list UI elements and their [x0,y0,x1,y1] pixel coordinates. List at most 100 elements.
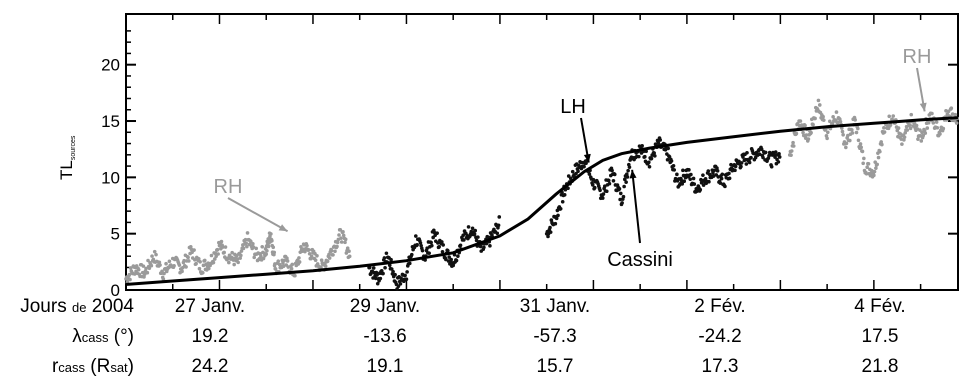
data-point [949,106,954,111]
data-point [222,250,226,255]
data-point [902,135,907,139]
data-point [301,247,305,251]
radius-row-label: rcass (Rsat) [51,356,134,377]
data-point [853,118,857,122]
data-point [576,169,580,174]
data-point [429,240,433,245]
data-point [909,112,914,117]
data-point [141,264,146,268]
data-point [900,142,904,146]
data-point [553,221,558,226]
data-point [473,228,478,233]
data-point [582,164,586,169]
lambda-cell: 19.2 [191,326,229,347]
data-point [285,256,289,261]
data-point [337,233,341,237]
data-point [441,243,445,247]
plot-frame [125,13,959,291]
data-point [844,145,848,150]
data-point [891,114,896,118]
data-point [921,133,926,138]
data-point [896,126,901,130]
y-tick-label: 20 [101,56,120,75]
radius-cell: 15.7 [536,356,574,377]
days-cell: 4 Fév. [854,296,906,317]
data-point [252,255,257,260]
data-point [850,131,855,135]
radius-cell: 19.1 [366,356,404,377]
data-point [861,161,865,166]
data-point [238,256,242,260]
data-point [297,260,302,264]
radius-cell: 17.3 [701,356,739,377]
data-point [618,191,623,196]
data-point [612,172,617,177]
data-point [440,250,445,254]
data-point [454,258,459,263]
data-point [657,142,661,146]
data-point [791,140,795,145]
data-point [393,272,397,277]
data-point [607,181,612,186]
data-point [444,257,448,262]
data-point [335,240,340,245]
data-point [271,245,276,250]
data-point [211,260,216,265]
data-point [236,260,240,265]
data-point [556,213,560,218]
days-cell: 31 Janv. [519,296,591,317]
data-point [142,275,146,279]
data-point [859,145,863,150]
data-point [953,112,958,117]
data-point [602,184,607,189]
data-point [343,240,347,245]
data-point [127,272,132,277]
data-point [745,150,749,155]
data-point [701,173,705,177]
data-point [223,245,228,249]
data-point [149,263,154,268]
data-point [289,266,294,271]
data-point [919,139,924,143]
data-point [398,282,403,286]
data-point [548,225,552,230]
data-point [776,160,781,164]
data-point [420,248,425,253]
data-point [682,179,687,184]
data-point [307,248,311,252]
data-point [456,254,460,258]
data-point [435,231,439,235]
data-point [478,244,483,249]
data-point [753,155,758,160]
data-point [604,189,609,194]
data-point [653,154,657,158]
data-point [626,168,630,173]
data-point [449,257,453,262]
data-point [281,264,286,269]
data-point [269,232,273,236]
data-point [950,112,955,116]
data-point [270,238,274,243]
data-point [345,246,350,251]
cassini-arrow-head [629,169,637,179]
data-point [587,172,592,176]
data-point [307,251,312,256]
data-point [192,248,196,252]
data-point [874,166,878,170]
data-point [827,119,832,124]
data-point [197,266,202,271]
data-point [817,103,822,107]
data-point [389,267,394,271]
data-point [341,230,345,234]
data-point [882,126,886,130]
data-point [440,240,444,244]
data-point [672,168,677,172]
data-point [570,169,575,174]
data-point [430,243,434,248]
data-point [336,237,341,242]
data-point [497,215,502,219]
data-point [747,160,752,165]
data-point [671,163,676,168]
data-point [470,226,475,231]
data-point [405,270,409,274]
